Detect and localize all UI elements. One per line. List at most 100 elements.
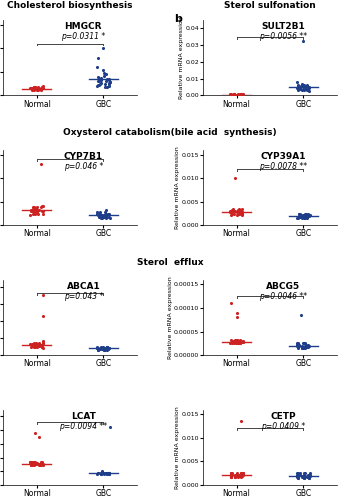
Point bbox=[304, 214, 309, 222]
Point bbox=[40, 460, 45, 468]
Point bbox=[28, 207, 33, 215]
Point bbox=[32, 208, 37, 216]
Point bbox=[39, 202, 44, 210]
Point bbox=[295, 474, 301, 482]
Point bbox=[33, 84, 38, 92]
Point bbox=[295, 470, 300, 478]
Point bbox=[228, 208, 234, 216]
Point bbox=[39, 460, 44, 468]
Point bbox=[302, 342, 308, 350]
Point bbox=[295, 82, 300, 90]
Point bbox=[107, 214, 113, 222]
Point bbox=[30, 205, 36, 213]
Point bbox=[239, 472, 244, 480]
Point bbox=[28, 84, 33, 92]
Point bbox=[31, 208, 37, 216]
Point bbox=[105, 342, 110, 350]
Point bbox=[232, 472, 238, 480]
Point bbox=[101, 468, 106, 476]
Point bbox=[296, 210, 302, 218]
Point bbox=[303, 212, 308, 220]
Point bbox=[228, 472, 234, 480]
Point bbox=[34, 340, 40, 348]
Point bbox=[306, 84, 311, 92]
Point bbox=[95, 342, 100, 350]
Point bbox=[303, 212, 308, 220]
Text: p=0.0409 *: p=0.0409 * bbox=[261, 422, 305, 430]
Point bbox=[29, 461, 34, 469]
Point bbox=[35, 340, 40, 348]
Point bbox=[99, 342, 104, 350]
Point bbox=[102, 208, 108, 216]
Point bbox=[297, 213, 303, 221]
Point bbox=[303, 342, 308, 350]
Point bbox=[306, 84, 311, 92]
Point bbox=[239, 90, 244, 98]
Point bbox=[33, 339, 38, 347]
Point bbox=[235, 340, 240, 347]
Text: CYP39A1: CYP39A1 bbox=[260, 152, 306, 161]
Point bbox=[239, 91, 244, 99]
Point bbox=[30, 340, 35, 348]
Point bbox=[295, 474, 301, 482]
Point bbox=[236, 210, 241, 218]
Point bbox=[234, 308, 240, 316]
Point bbox=[302, 344, 307, 352]
Point bbox=[240, 337, 245, 345]
Point bbox=[294, 469, 300, 477]
Point bbox=[232, 472, 237, 480]
Point bbox=[294, 341, 300, 349]
Point bbox=[31, 208, 36, 216]
Point bbox=[106, 468, 112, 476]
Point bbox=[227, 340, 233, 347]
Point bbox=[103, 70, 108, 78]
Point bbox=[37, 460, 43, 468]
Point bbox=[238, 90, 244, 98]
Text: p=0.043 *: p=0.043 * bbox=[64, 292, 103, 301]
Point bbox=[32, 83, 38, 91]
Point bbox=[235, 207, 241, 215]
Point bbox=[94, 208, 100, 216]
Point bbox=[98, 80, 103, 88]
Point bbox=[295, 472, 301, 480]
Point bbox=[228, 207, 234, 215]
Point bbox=[98, 76, 103, 84]
Point bbox=[302, 210, 308, 218]
Point bbox=[29, 458, 34, 466]
Point bbox=[31, 458, 36, 466]
Y-axis label: Relative mRNA expression: Relative mRNA expression bbox=[175, 406, 180, 488]
Point bbox=[228, 469, 234, 477]
Point bbox=[232, 470, 238, 478]
Point bbox=[99, 344, 104, 351]
Point bbox=[238, 469, 243, 477]
Point bbox=[231, 205, 236, 213]
Y-axis label: Relative mRNA expression: Relative mRNA expression bbox=[175, 146, 180, 229]
Point bbox=[95, 81, 100, 89]
Point bbox=[40, 210, 46, 218]
Point bbox=[101, 72, 106, 80]
Point bbox=[32, 461, 37, 469]
Point bbox=[32, 342, 37, 349]
Point bbox=[97, 211, 103, 219]
Point bbox=[299, 86, 305, 94]
Point bbox=[239, 208, 244, 216]
Point bbox=[306, 87, 311, 95]
Point bbox=[237, 90, 242, 98]
Point bbox=[96, 346, 101, 354]
Point bbox=[102, 212, 108, 220]
Point bbox=[232, 340, 237, 347]
Point bbox=[296, 210, 302, 218]
Text: CYP7B1: CYP7B1 bbox=[64, 152, 103, 161]
Point bbox=[306, 83, 312, 91]
Point bbox=[305, 472, 311, 480]
Point bbox=[240, 469, 246, 477]
Point bbox=[101, 213, 106, 221]
Point bbox=[303, 210, 309, 218]
Point bbox=[37, 341, 42, 349]
Point bbox=[40, 207, 46, 215]
Point bbox=[98, 470, 104, 478]
Text: p=0.0046 **: p=0.0046 ** bbox=[259, 292, 307, 301]
Text: HMGCR: HMGCR bbox=[65, 22, 102, 32]
Point bbox=[107, 424, 113, 432]
Point bbox=[106, 76, 111, 84]
